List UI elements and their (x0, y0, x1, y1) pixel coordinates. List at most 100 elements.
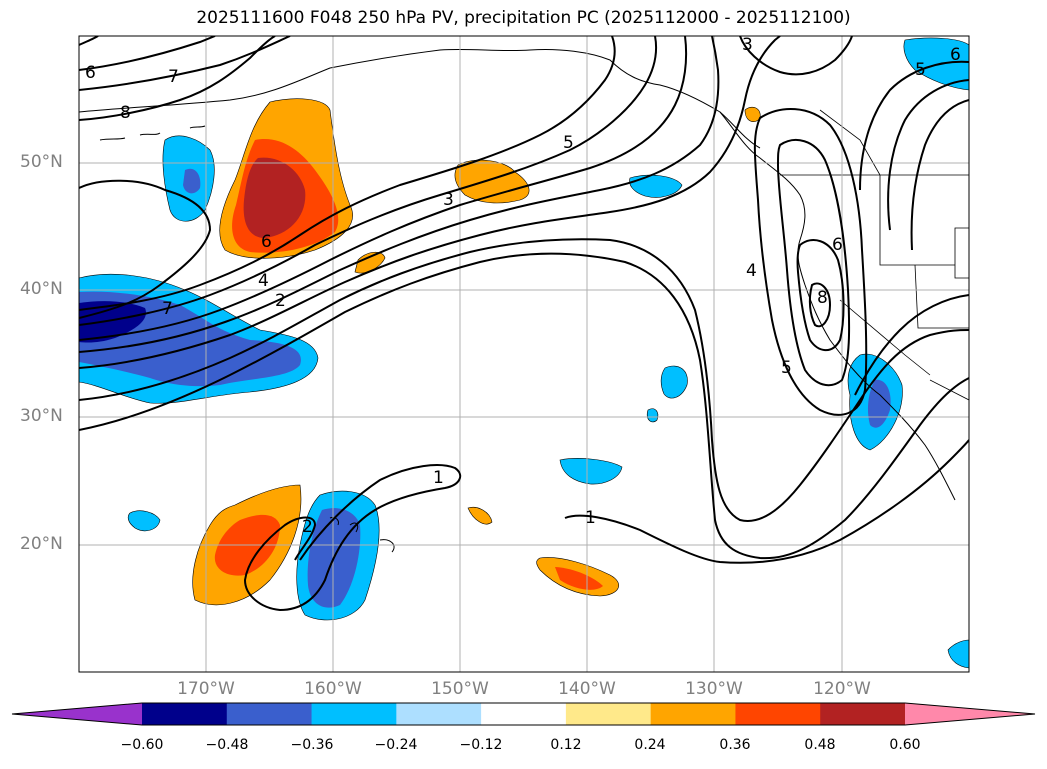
pv-contour-closed-east-outer (753, 108, 868, 416)
precip-blob-small-mid (354, 251, 386, 274)
lon-label-140w: 140°W (558, 679, 616, 699)
pv-contour-6-top (79, 36, 216, 71)
contour-label-3a: 3 (443, 190, 454, 210)
colorbar-segment (820, 703, 906, 725)
state-line-2 (914, 264, 969, 329)
pv-contour-5 (79, 36, 688, 341)
contour-label-4b: 4 (746, 261, 757, 281)
precip-blob-central (559, 458, 623, 485)
lon-label-120w: 120°W (813, 679, 871, 699)
state-line-3 (954, 227, 969, 279)
contour-label-6b: 6 (261, 232, 272, 252)
precip-blob-canada (629, 174, 683, 198)
colorbar-segment (565, 703, 652, 725)
cbar-tick-label: −0.24 (374, 737, 418, 753)
contour-label-7a: 7 (168, 67, 179, 87)
pv-contour-5-top (79, 36, 99, 46)
pv-contour-closed-east-mid (776, 139, 851, 387)
precip-blob-tiny (467, 507, 493, 525)
colorbar-segments (12, 703, 1035, 725)
cbar-tick-label: 0.12 (550, 737, 582, 753)
colorbar-segment (481, 703, 567, 725)
lat-label-30n: 30°N (20, 406, 63, 426)
contour-label-3b: 3 (742, 35, 753, 55)
pv-contour-2 (79, 238, 969, 522)
cbar-tick-label: 0.60 (889, 737, 921, 753)
positive-precip-shading (192, 98, 761, 606)
pv-contour-closed-east-core (808, 282, 832, 328)
contour-label-1b: 1 (585, 508, 596, 528)
state-line-5 (929, 379, 969, 401)
lat-label-20n: 20°N (20, 534, 63, 554)
lon-label-130w: 130°W (685, 679, 743, 699)
pv-contour-northeast-c (910, 99, 969, 251)
pv-contour-4 (79, 36, 720, 353)
pv-contour-northeast-b (887, 79, 969, 231)
colorbar-segment (735, 703, 821, 725)
map-plot-area: 1 1 2 2 3 4 4 5 5 5 6 6 6 6 7 7 8 8 3 (79, 35, 969, 672)
gridlines (79, 36, 969, 672)
cbar-tick-label: 0.48 (804, 737, 836, 753)
contour-label-7b: 7 (162, 299, 173, 319)
contour-label-2a: 2 (275, 291, 286, 311)
precip-blob-california-inner (867, 379, 891, 428)
pv-contour-north-a (79, 179, 212, 319)
cbar-tick-label: −0.48 (205, 737, 249, 753)
lon-label-150w: 150°W (431, 679, 489, 699)
pv-contour-8 (79, 36, 276, 121)
cbar-tick-label: −0.12 (459, 737, 503, 753)
precip-blob-southeast (947, 639, 969, 669)
lon-label-160w: 160°W (304, 679, 362, 699)
map-frame (78, 35, 970, 673)
contour-label-6c: 6 (832, 235, 843, 255)
alaska-coast (79, 48, 761, 149)
colorbar-segment (650, 703, 736, 725)
lat-label-50n: 50°N (20, 152, 63, 172)
contour-label-8a: 8 (120, 103, 131, 123)
pv-contour-northeast-a (859, 60, 969, 191)
pv-contour-3-ne (739, 36, 853, 76)
colorbar-outline (11, 702, 1036, 726)
pv-contour-1 (79, 252, 969, 560)
precip-blob-tropic-east-inner (555, 567, 603, 590)
pv-contour-2-south (243, 464, 462, 612)
precip-blob-aleutian-inner (183, 168, 201, 194)
contour-label-5a: 5 (563, 133, 574, 153)
lon-label-170w: 170°W (177, 679, 235, 699)
contour-label-2b: 2 (302, 517, 313, 537)
pv-contour-3 (79, 36, 781, 369)
cbar-tick-label: 0.24 (634, 737, 666, 753)
state-line-1 (879, 175, 955, 266)
pv-contour-7 (79, 36, 291, 91)
pv-contour-labels: 1 1 2 2 3 4 4 5 5 5 6 6 6 6 7 7 8 8 3 (85, 35, 961, 537)
pv-contour-1-south (564, 439, 969, 564)
pv-contour-7-west (79, 36, 616, 311)
pv-contour-closed-east-inner (796, 239, 845, 352)
precip-blob-small-west (127, 510, 161, 532)
cbar-tick-label: 0.36 (719, 737, 751, 753)
contour-label-6a: 6 (85, 63, 96, 83)
contour-label-5b: 5 (781, 358, 792, 378)
contour-label-1a: 1 (433, 468, 444, 488)
state-line-4 (839, 299, 931, 376)
precip-blob-east-dot (647, 408, 659, 423)
cbar-tick-label: −0.60 (120, 737, 164, 753)
colorbar-extend-min (12, 703, 142, 725)
colorbar-segment (226, 703, 313, 725)
figure-title: 2025111600 F048 250 hPa PV, precipitatio… (196, 8, 851, 28)
colorbar (0, 700, 1047, 760)
contour-label-6d: 6 (950, 45, 961, 65)
pv-contour-6 (79, 36, 658, 326)
colorbar-segment (142, 703, 228, 725)
precip-blob-west-dark (79, 301, 146, 343)
colorbar-segment (311, 703, 397, 725)
precip-blob-gulf-alaska-core (243, 157, 306, 238)
contour-label-5c: 5 (915, 60, 926, 80)
colorbar-extend-max (905, 703, 1035, 725)
alaska-islands (99, 125, 206, 141)
cbar-tick-label: −0.36 (290, 737, 334, 753)
pv-contours (79, 36, 969, 612)
borders (780, 109, 969, 401)
pv-contour-east-c (854, 294, 969, 396)
